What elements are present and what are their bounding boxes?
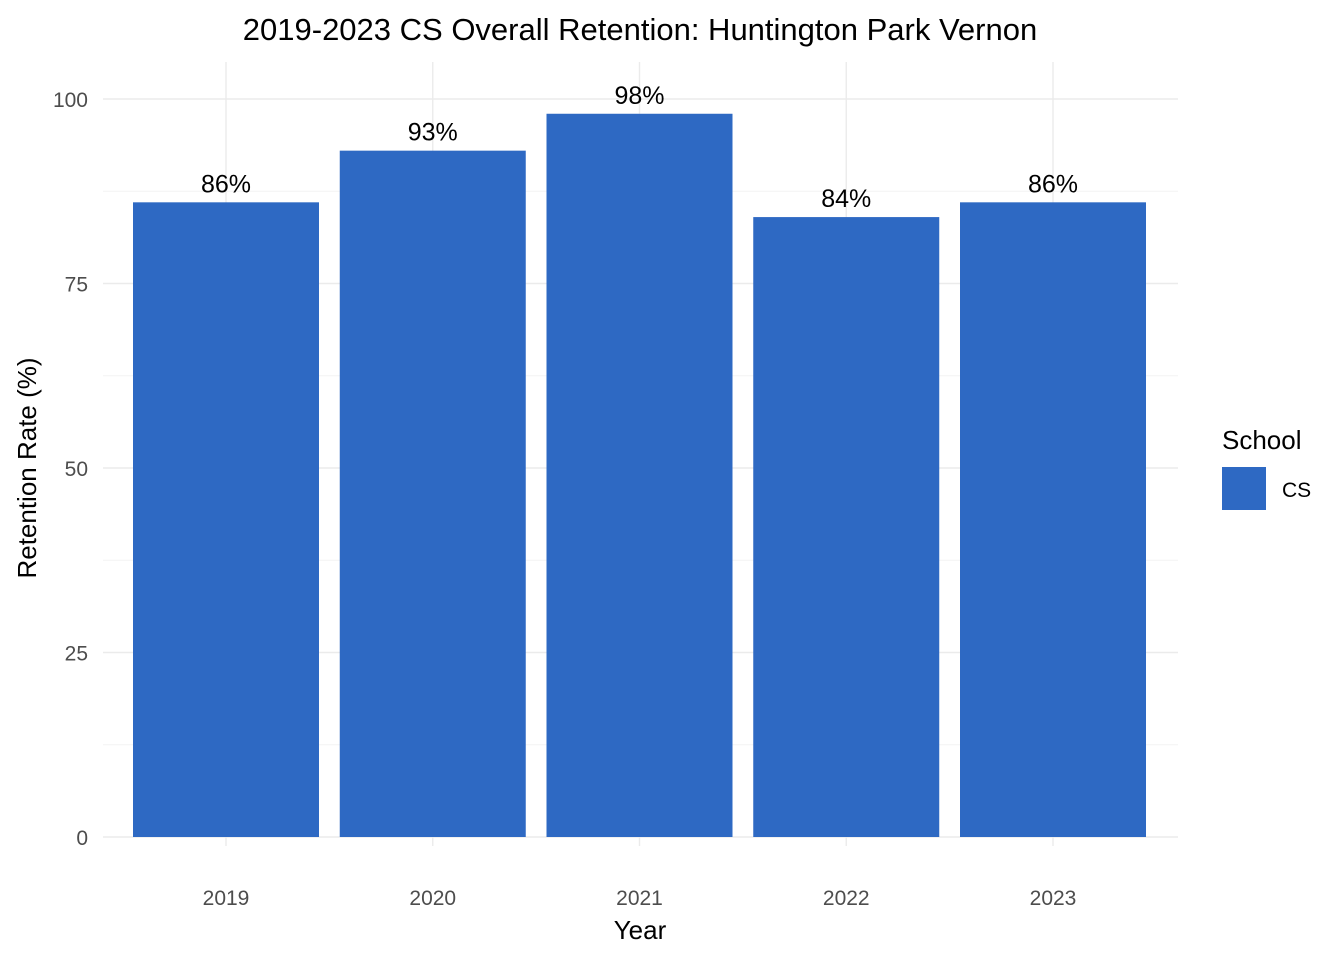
x-tick-label: 2021 <box>616 887 663 910</box>
data-label-2019: 86% <box>201 170 251 198</box>
x-tick-label: 2023 <box>1030 887 1077 910</box>
bar-2020 <box>339 150 526 837</box>
data-labels: 86% 93% 98% 84% 86% <box>201 82 1078 213</box>
bars <box>133 113 1146 837</box>
data-label-2020: 93% <box>408 119 458 147</box>
legend-label: CS <box>1282 479 1311 502</box>
bar-2023 <box>960 202 1146 837</box>
x-axis-ticks: 2019 2020 2021 2022 2023 <box>203 887 1077 910</box>
legend-swatch <box>1222 467 1266 510</box>
chart-title: 2019-2023 CS Overall Retention: Huntingt… <box>243 12 1037 47</box>
legend: School CS <box>1222 425 1311 510</box>
y-tick-label: 50 <box>65 458 88 481</box>
y-axis-title: Retention Rate (%) <box>12 357 42 578</box>
data-label-2021: 98% <box>614 82 664 110</box>
y-axis-ticks: 0 25 50 75 100 <box>53 89 88 850</box>
data-label-2022: 84% <box>821 185 871 213</box>
y-tick-label: 25 <box>65 643 88 666</box>
bar-2021 <box>546 113 733 837</box>
y-tick-label: 75 <box>65 274 88 297</box>
legend-title: School <box>1222 425 1302 455</box>
y-tick-label: 0 <box>76 827 88 850</box>
bar-2022 <box>753 217 940 837</box>
x-tick-label: 2020 <box>409 887 456 910</box>
x-axis-title: Year <box>614 915 667 945</box>
x-tick-label: 2022 <box>823 887 870 910</box>
bar-2019 <box>133 202 319 837</box>
x-tick-label: 2019 <box>203 887 250 910</box>
legend-entries: CS <box>1222 467 1311 510</box>
y-tick-label: 100 <box>53 89 88 112</box>
data-label-2023: 86% <box>1028 170 1078 198</box>
